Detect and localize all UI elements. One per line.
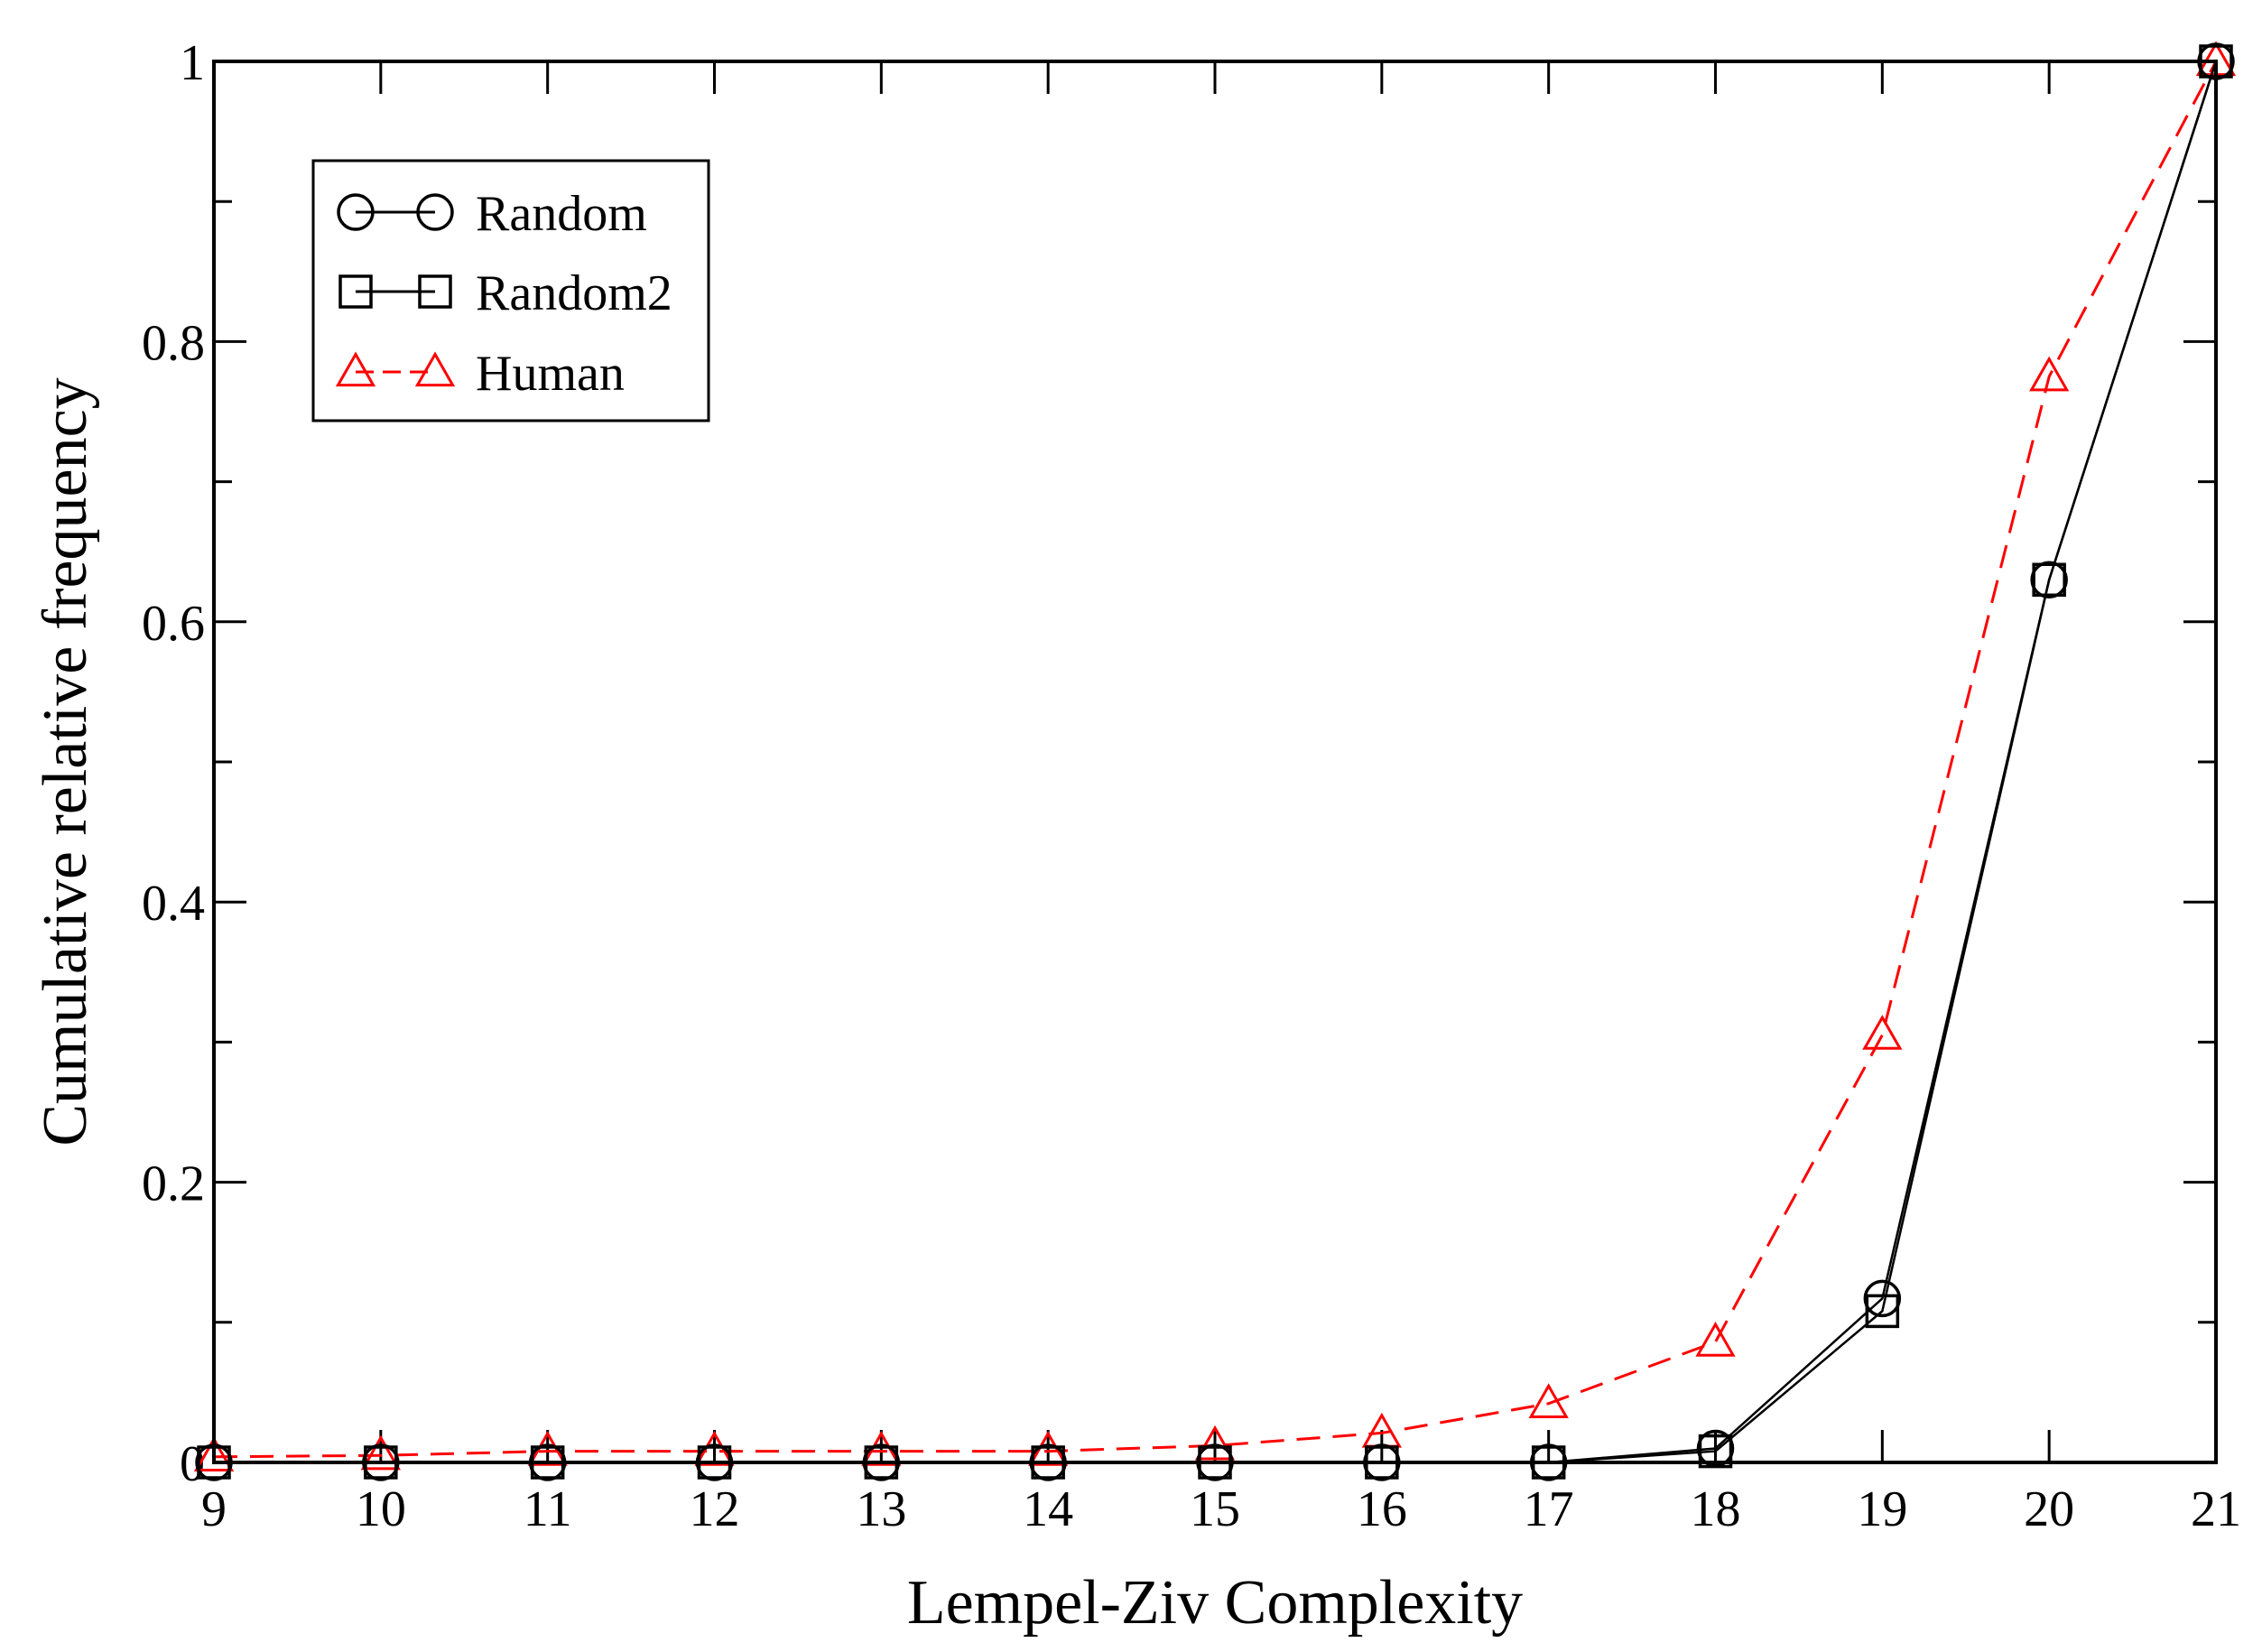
x-tick-label: 17 [1524, 1481, 1574, 1537]
x-tick-label: 16 [1357, 1481, 1407, 1537]
x-tick-label: 18 [1691, 1481, 1741, 1537]
legend-marker-end [416, 193, 454, 231]
legend-item-random: Random [337, 186, 647, 242]
legend-item-random2: Random2 [338, 265, 672, 321]
y-tick-label: 0.6 [142, 596, 205, 652]
x-tick-label: 10 [356, 1481, 406, 1537]
data-point-human [1862, 1015, 1903, 1050]
x-tick-label: 11 [524, 1481, 572, 1537]
data-point-random [1863, 1279, 1902, 1318]
data-point-human [2029, 356, 2070, 392]
legend-label: Random [476, 186, 647, 242]
legend-marker-end [414, 351, 456, 387]
plot-area-frame [212, 60, 2218, 1464]
legend-label: Random2 [476, 265, 672, 321]
legend: Random Random2 Human [311, 159, 710, 422]
legend-item-human: Human [335, 346, 625, 402]
x-tick-label: 19 [1857, 1481, 1907, 1537]
data-point-random2 [2032, 562, 2066, 597]
legend-label: Human [476, 346, 625, 402]
data-point-human [1695, 1321, 1736, 1357]
legend-marker-start [338, 274, 373, 309]
legend-marker-start [335, 351, 376, 387]
x-tick-label: 9 [201, 1481, 227, 1537]
y-tick-label: 0.4 [142, 876, 205, 932]
x-tick-label: 21 [2191, 1481, 2241, 1537]
legend-marker-start [337, 193, 375, 231]
x-tick-label: 14 [1023, 1481, 1073, 1537]
data-point-random [2030, 561, 2068, 599]
series-line-human [213, 60, 2218, 1459]
y-tick-label: 1 [180, 35, 205, 91]
y-tick-label: 0.8 [142, 315, 205, 371]
data-point-human [360, 1434, 401, 1471]
y-tick-label: 0.2 [142, 1156, 205, 1212]
legend-marker-end [418, 274, 452, 309]
y-axis-label: Cumulative relative frequency [31, 377, 100, 1146]
x-axis-label: Lempel-Ziv Complexity [907, 1568, 1523, 1638]
x-tick-label: 13 [856, 1481, 906, 1537]
data-point-random [1696, 1429, 1735, 1468]
data-point-human [1528, 1383, 1569, 1418]
x-tick-label: 20 [2024, 1481, 2074, 1537]
x-tick-label: 15 [1190, 1481, 1240, 1537]
x-tick-label: 12 [690, 1481, 740, 1537]
data-point-human [193, 1436, 235, 1471]
data-point-human [1194, 1425, 1236, 1461]
